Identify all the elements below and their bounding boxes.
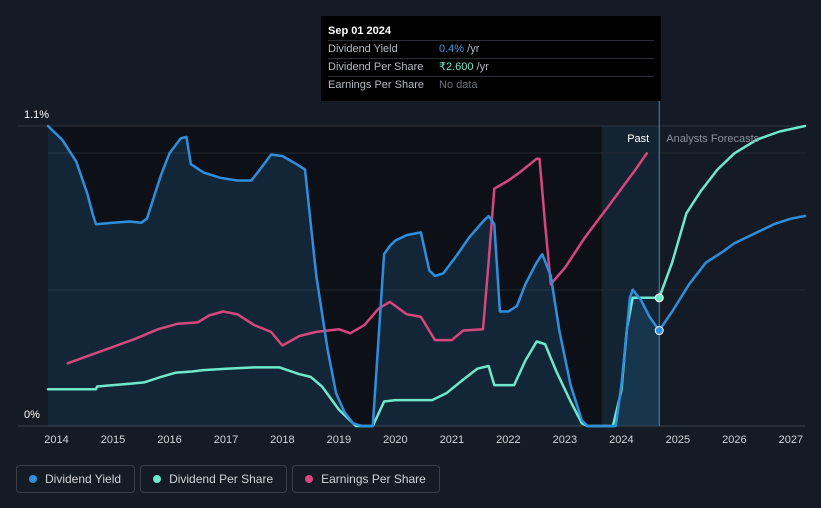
x-tick-label-2026: 2026	[722, 434, 746, 446]
legend-dividend-yield[interactable]: Dividend Yield	[16, 465, 136, 493]
tooltip-row-earnings-per-share: Earnings Per Share No data	[328, 77, 654, 94]
tooltip-label: Dividend Per Share	[328, 61, 424, 73]
legend-dot-icon	[305, 475, 314, 483]
x-tick-label-2025: 2025	[666, 434, 690, 446]
tooltip-unit: /yr	[467, 43, 480, 55]
x-tick-label-2018: 2018	[270, 434, 294, 446]
chart-legend: Dividend Yield Dividend Per Share Earnin…	[16, 465, 440, 493]
y-tick-label-bottom: 0%	[24, 409, 40, 421]
dividend-yield-line	[46, 124, 807, 428]
x-tick-label-2022: 2022	[496, 434, 520, 446]
tooltip-unit: /yr	[476, 61, 489, 73]
x-tick-label-2023: 2023	[553, 434, 577, 446]
x-tick-label-2020: 2020	[383, 434, 407, 446]
tooltip-number: ₹2.600	[439, 61, 474, 73]
tooltip-number: No data	[439, 79, 478, 91]
analysts-forecasts-label: Analysts Forecasts	[666, 133, 759, 145]
x-tick-label-2019: 2019	[327, 434, 351, 446]
x-tick-label-2015: 2015	[101, 434, 125, 446]
dividend-per-share-marker[interactable]	[654, 293, 664, 303]
legend-dot-icon	[153, 475, 162, 483]
y-tick-label-top: 1.1%	[24, 109, 49, 121]
tooltip-row-dividend-yield: Dividend Yield 0.4% /yr	[328, 41, 654, 59]
x-tick-label-2016: 2016	[157, 434, 181, 446]
hover-tooltip: Sep 01 2024 Dividend Yield 0.4% /yr Divi…	[321, 16, 661, 101]
legend-label: Earnings Per Share	[321, 472, 426, 486]
x-tick-label-2014: 2014	[44, 434, 68, 446]
x-tick-label-2024: 2024	[609, 434, 633, 446]
dividend-yield-marker[interactable]	[654, 326, 664, 336]
tooltip-value: No data	[439, 77, 478, 94]
tooltip-date: Sep 01 2024	[328, 23, 654, 41]
legend-label: Dividend Per Share	[169, 472, 274, 486]
tooltip-number: 0.4%	[439, 43, 465, 55]
dividend-yield-area	[48, 126, 660, 426]
tooltip-label: Dividend Yield	[328, 43, 398, 55]
x-tick-label-2021: 2021	[440, 434, 464, 446]
tooltip-label: Earnings Per Share	[328, 79, 424, 91]
tooltip-row-dividend-per-share: Dividend Per Share ₹2.600 /yr	[328, 59, 654, 77]
legend-dot-icon	[29, 475, 37, 483]
x-tick-label-2017: 2017	[214, 434, 238, 446]
x-tick-label-2027: 2027	[779, 434, 803, 446]
earnings-per-share-line	[66, 152, 649, 365]
past-label: Past	[627, 133, 649, 145]
legend-dividend-per-share[interactable]: Dividend Per Share	[140, 465, 288, 493]
tooltip-value: 0.4% /yr	[439, 41, 479, 58]
legend-earnings-per-share[interactable]: Earnings Per Share	[292, 465, 440, 493]
tooltip-value: ₹2.600 /yr	[439, 59, 489, 76]
legend-label: Dividend Yield	[45, 472, 122, 486]
